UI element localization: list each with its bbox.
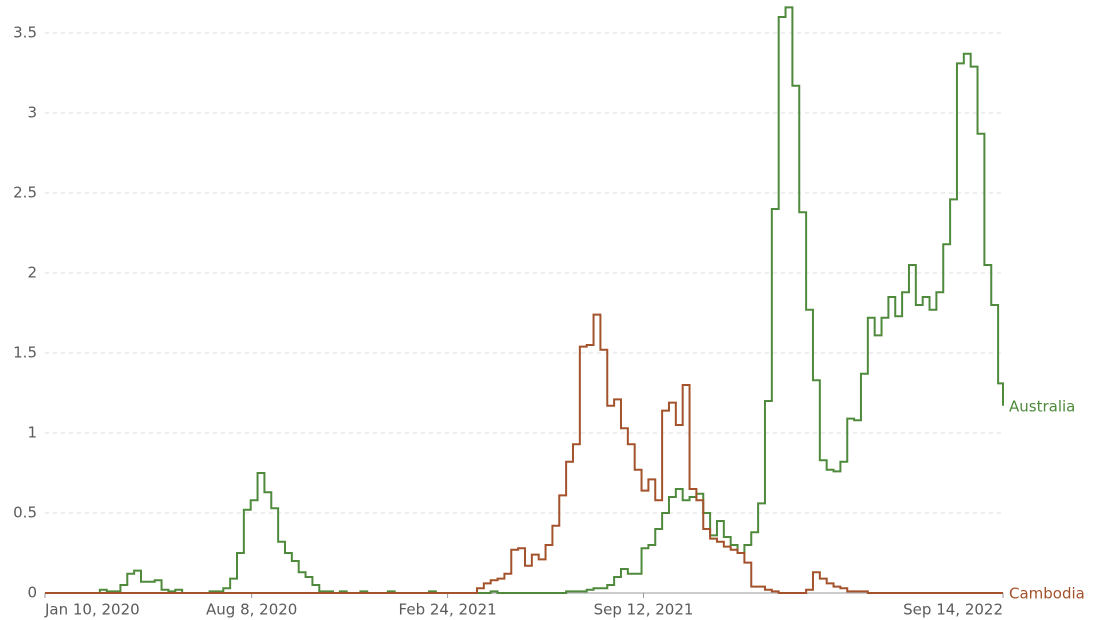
y-tick-label: 3.5 bbox=[13, 24, 37, 42]
y-tick-label: 2.5 bbox=[13, 184, 37, 202]
series-label: Cambodia bbox=[1009, 585, 1085, 603]
x-tick-label: Aug 8, 2020 bbox=[206, 601, 297, 619]
series-label: Australia bbox=[1009, 397, 1075, 415]
x-tick-label: Jan 10, 2020 bbox=[44, 601, 140, 619]
y-tick-label: 3 bbox=[27, 104, 37, 122]
series-line bbox=[45, 313, 1003, 594]
y-tick-label: 0.5 bbox=[13, 504, 37, 522]
y-tick-label: 1 bbox=[27, 424, 37, 442]
y-tick-label: 1.5 bbox=[13, 344, 37, 362]
y-tick-label: 2 bbox=[27, 264, 37, 282]
series-line bbox=[45, 6, 1004, 594]
x-tick-label: Sep 14, 2022 bbox=[903, 601, 1003, 619]
y-tick-label: 0 bbox=[27, 584, 37, 602]
x-tick-label: Sep 12, 2021 bbox=[594, 601, 694, 619]
x-tick-label: Feb 24, 2021 bbox=[399, 601, 497, 619]
